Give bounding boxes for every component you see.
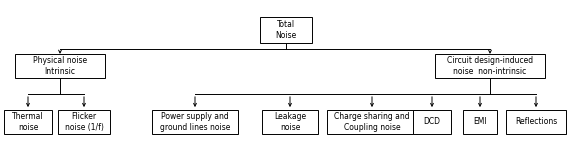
Bar [327,110,417,134]
Bar [506,110,566,134]
Text: DCD: DCD [423,118,440,127]
Text: Power supply and
ground lines noise: Power supply and ground lines noise [160,112,230,132]
Text: Total
Noise: Total Noise [275,20,297,40]
Text: Reflections: Reflections [515,118,557,127]
Bar [260,17,312,43]
Text: Leakage
noise: Leakage noise [274,112,306,132]
Bar [152,110,238,134]
Text: Thermal
noise: Thermal noise [12,112,44,132]
Text: Flicker
noise (1/f): Flicker noise (1/f) [65,112,104,132]
Text: Physical noise
Intrinsic: Physical noise Intrinsic [33,56,87,76]
Text: Charge sharing and
Coupling noise: Charge sharing and Coupling noise [334,112,410,132]
Bar [413,110,451,134]
Bar [435,54,545,78]
Bar [58,110,110,134]
Text: Circuit design-induced
noise  non-intrinsic: Circuit design-induced noise non-intrins… [447,56,533,76]
Bar [463,110,497,134]
Bar [15,54,105,78]
Text: EMI: EMI [473,118,487,127]
Bar [262,110,318,134]
Bar [4,110,52,134]
